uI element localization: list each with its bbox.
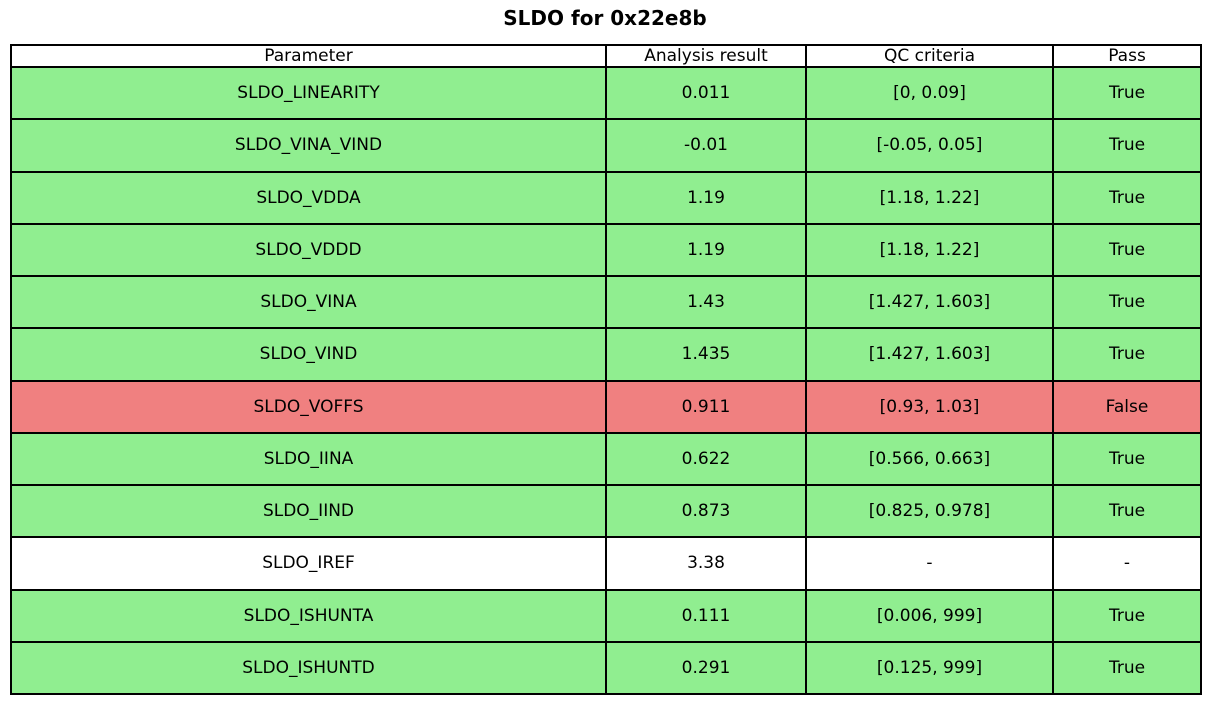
cell-result: 0.291: [605, 640, 807, 696]
cell-result: 1.19: [605, 222, 807, 278]
cell-pass: True: [1052, 640, 1202, 696]
table-row: SLDO_VDDD 1.19 [1.18, 1.22] True: [10, 222, 1202, 278]
cell-result: 0.873: [605, 483, 807, 539]
cell-result: 1.435: [605, 327, 807, 382]
cell-parameter: SLDO_IIND: [10, 483, 607, 539]
cell-pass: True: [1052, 327, 1202, 382]
table-row: SLDO_ISHUNTD 0.291 [0.125, 999] True: [10, 640, 1202, 696]
cell-criteria: [0.006, 999]: [805, 588, 1054, 643]
cell-result: 0.622: [605, 431, 807, 487]
cell-pass: -: [1052, 536, 1202, 591]
cell-parameter: SLDO_ISHUNTD: [10, 640, 607, 696]
cell-criteria: [0.566, 0.663]: [805, 431, 1054, 487]
table-row: SLDO_VDDA 1.19 [1.18, 1.22] True: [10, 170, 1202, 225]
cell-result: 0.111: [605, 588, 807, 643]
table-row: SLDO_VIND 1.435 [1.427, 1.603] True: [10, 327, 1202, 382]
cell-pass: True: [1052, 170, 1202, 225]
cell-parameter: SLDO_IREF: [10, 536, 607, 591]
cell-result: -0.01: [605, 118, 807, 173]
cell-parameter: SLDO_VOFFS: [10, 379, 607, 434]
cell-criteria: [0.93, 1.03]: [805, 379, 1054, 434]
cell-parameter: SLDO_VINA: [10, 274, 607, 330]
cell-pass: True: [1052, 483, 1202, 539]
cell-criteria: [1.427, 1.603]: [805, 327, 1054, 382]
table-row: SLDO_IIND 0.873 [0.825, 0.978] True: [10, 483, 1202, 539]
cell-pass: True: [1052, 222, 1202, 278]
cell-pass: False: [1052, 379, 1202, 434]
table-row: SLDO_ISHUNTA 0.111 [0.006, 999] True: [10, 588, 1202, 643]
header-cell-pass: Pass: [1052, 44, 1202, 68]
cell-result: 3.38: [605, 536, 807, 591]
cell-parameter: SLDO_VDDA: [10, 170, 607, 225]
cell-result: 1.19: [605, 170, 807, 225]
cell-parameter: SLDO_ISHUNTA: [10, 588, 607, 643]
table-row: SLDO_VOFFS 0.911 [0.93, 1.03] False: [10, 379, 1202, 434]
table-row: SLDO_VINA_VIND -0.01 [-0.05, 0.05] True: [10, 118, 1202, 173]
cell-pass: True: [1052, 65, 1202, 121]
cell-result: 1.43: [605, 274, 807, 330]
cell-parameter: SLDO_VIND: [10, 327, 607, 382]
table-row: SLDO_IREF 3.38 - -: [10, 536, 1202, 591]
cell-criteria: [1.427, 1.603]: [805, 274, 1054, 330]
header-cell-parameter: Parameter: [10, 44, 607, 68]
header-cell-analysis-result: Analysis result: [605, 44, 807, 68]
cell-criteria: [1.18, 1.22]: [805, 170, 1054, 225]
cell-criteria: [0, 0.09]: [805, 65, 1054, 121]
cell-pass: True: [1052, 118, 1202, 173]
cell-criteria: [-0.05, 0.05]: [805, 118, 1054, 173]
cell-parameter: SLDO_VINA_VIND: [10, 118, 607, 173]
cell-pass: True: [1052, 431, 1202, 487]
cell-criteria: -: [805, 536, 1054, 591]
cell-criteria: [0.125, 999]: [805, 640, 1054, 696]
table-header-row: Parameter Analysis result QC criteria Pa…: [10, 44, 1202, 68]
cell-parameter: SLDO_LINEARITY: [10, 65, 607, 121]
cell-parameter: SLDO_IINA: [10, 431, 607, 487]
page-title: SLDO for 0x22e8b: [503, 6, 707, 30]
table-row: SLDO_VINA 1.43 [1.427, 1.603] True: [10, 274, 1202, 330]
cell-parameter: SLDO_VDDD: [10, 222, 607, 278]
cell-criteria: [1.18, 1.22]: [805, 222, 1054, 278]
header-cell-qc-criteria: QC criteria: [805, 44, 1054, 68]
cell-pass: True: [1052, 274, 1202, 330]
cell-pass: True: [1052, 588, 1202, 643]
cell-result: 0.911: [605, 379, 807, 434]
cell-criteria: [0.825, 0.978]: [805, 483, 1054, 539]
table-row: SLDO_IINA 0.622 [0.566, 0.663] True: [10, 431, 1202, 487]
cell-result: 0.011: [605, 65, 807, 121]
table-row: SLDO_LINEARITY 0.011 [0, 0.09] True: [10, 65, 1202, 121]
qc-results-table: Parameter Analysis result QC criteria Pa…: [10, 44, 1202, 696]
